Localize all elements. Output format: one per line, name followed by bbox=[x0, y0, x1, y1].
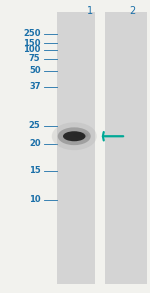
Text: 37: 37 bbox=[29, 82, 40, 91]
Text: 150: 150 bbox=[23, 39, 40, 48]
Text: 50: 50 bbox=[29, 67, 40, 75]
Text: 20: 20 bbox=[29, 139, 40, 148]
Text: 250: 250 bbox=[23, 29, 40, 38]
Text: 10: 10 bbox=[29, 195, 40, 204]
Text: 25: 25 bbox=[29, 122, 40, 130]
Ellipse shape bbox=[52, 122, 97, 150]
Ellipse shape bbox=[73, 132, 88, 138]
Bar bbox=[105, 12, 147, 284]
Text: 100: 100 bbox=[23, 45, 40, 54]
Text: 75: 75 bbox=[29, 54, 40, 63]
Ellipse shape bbox=[63, 131, 86, 141]
Ellipse shape bbox=[58, 127, 91, 145]
Text: 2: 2 bbox=[129, 6, 135, 16]
Text: 15: 15 bbox=[29, 166, 40, 175]
Text: 1: 1 bbox=[87, 6, 93, 16]
Bar bbox=[57, 12, 94, 284]
